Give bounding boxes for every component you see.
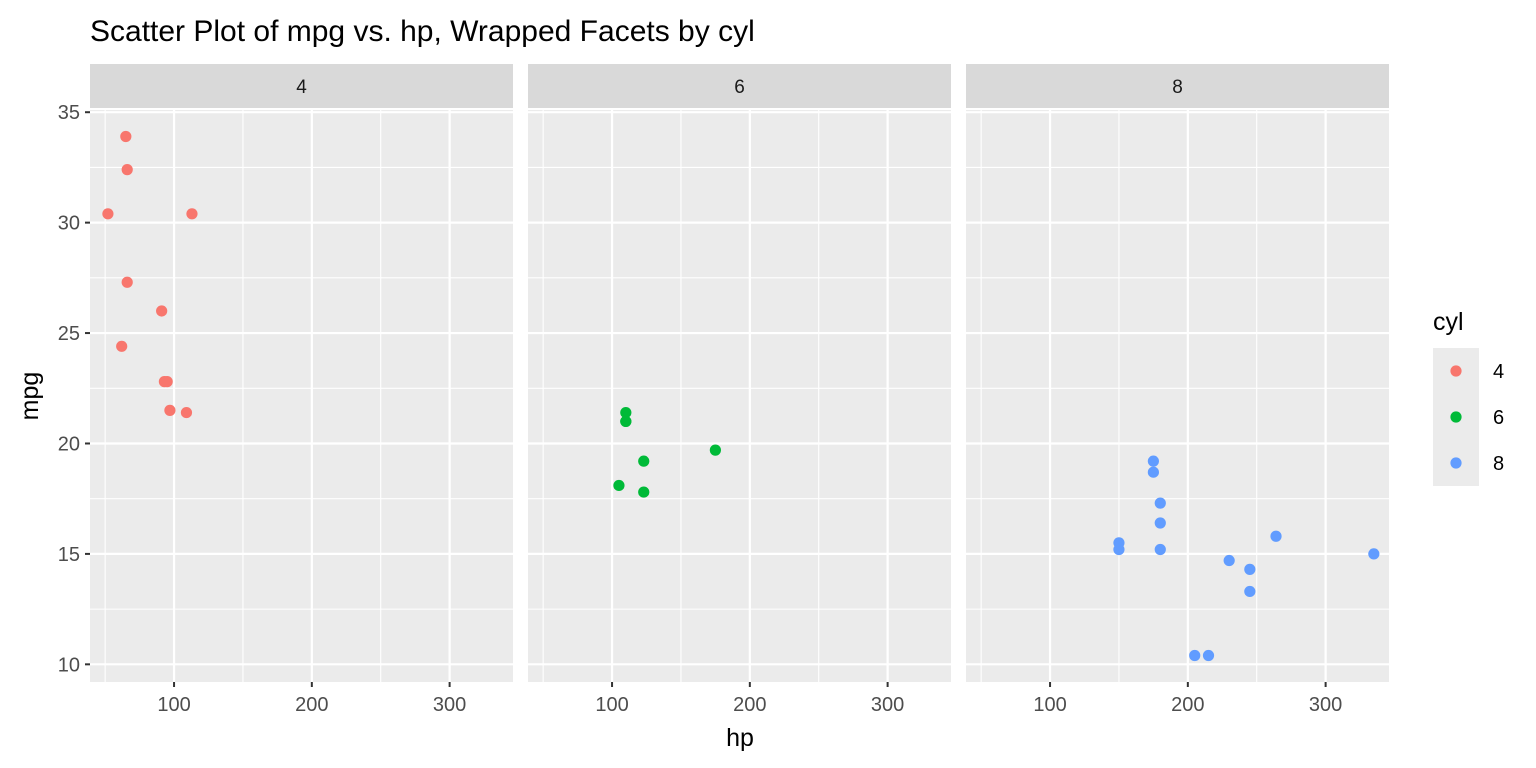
y-tick-label: 30 <box>58 213 80 235</box>
facet-strip-label: 4 <box>296 77 307 98</box>
y-tick-label: 10 <box>58 654 80 676</box>
data-point <box>121 276 133 288</box>
legend: cyl 4 6 8 <box>1433 308 1504 486</box>
legend-entries: 4 6 8 <box>1450 361 1504 475</box>
x-tick-label: 300 <box>433 694 466 716</box>
data-point <box>1223 554 1235 567</box>
facet-strip <box>90 64 513 108</box>
data-point <box>161 376 173 388</box>
data-point <box>121 164 133 176</box>
legend-title: cyl <box>1433 308 1464 336</box>
data-point <box>186 208 198 220</box>
data-point <box>102 208 114 220</box>
data-point <box>1154 543 1166 556</box>
chart-title: Scatter Plot of mpg vs. hp, Wrapped Face… <box>90 15 755 48</box>
facet-strip <box>528 64 951 108</box>
data-point <box>1202 649 1215 662</box>
x-tick-label: 100 <box>157 694 190 716</box>
data-point <box>613 479 625 492</box>
legend-key-6 <box>1450 411 1462 423</box>
data-point <box>120 130 132 143</box>
panel-background <box>966 110 1389 682</box>
data-point <box>1154 517 1166 529</box>
data-point <box>620 415 632 427</box>
facet-panels: 4 100 200 300 10 15 20 25 30 35 6 100 200 300 8 100 200 3… <box>58 64 1389 716</box>
data-point <box>116 340 128 352</box>
data-point <box>180 406 193 419</box>
facet-panel-4: 4 100 200 300 10 15 20 25 30 35 <box>58 64 513 716</box>
data-point <box>1147 466 1159 478</box>
facet-panel-8: 8 100 200 300 <box>966 64 1389 716</box>
y-tick-label: 15 <box>58 544 80 566</box>
data-point <box>620 406 632 419</box>
y-tick-label: 20 <box>58 433 80 455</box>
x-tick-label: 300 <box>871 694 904 716</box>
legend-label: 8 <box>1493 453 1504 475</box>
x-tick-label: 100 <box>595 694 628 716</box>
x-tick-label: 200 <box>733 694 766 716</box>
legend-label: 4 <box>1493 361 1504 383</box>
facet-strip-label: 8 <box>1172 77 1183 98</box>
legend-label: 6 <box>1493 407 1504 429</box>
data-point <box>638 486 650 498</box>
x-tick-label: 100 <box>1033 694 1066 716</box>
panel-background <box>90 110 513 682</box>
data-point <box>1113 543 1125 556</box>
legend-key-4 <box>1450 365 1462 377</box>
legend-key-8 <box>1450 457 1462 469</box>
data-point <box>1270 530 1282 542</box>
x-axis-title: hp <box>726 724 754 752</box>
data-point <box>1244 585 1256 598</box>
data-point <box>1189 649 1201 662</box>
y-axis-title: mpg <box>16 372 44 421</box>
y-tick-label: 35 <box>58 102 80 124</box>
data-point <box>164 404 176 416</box>
data-point <box>709 444 721 456</box>
facet-panel-6: 6 100 200 300 <box>528 64 951 716</box>
data-point <box>156 305 168 317</box>
x-tick-label: 200 <box>1171 694 1204 716</box>
y-tick-label: 25 <box>58 323 80 345</box>
facet-strip-label: 6 <box>734 77 745 98</box>
panel-background <box>528 110 951 682</box>
data-point <box>638 455 650 467</box>
x-tick-label: 200 <box>295 694 328 716</box>
data-point <box>1244 563 1256 575</box>
data-point <box>1368 548 1380 560</box>
x-tick-label: 300 <box>1309 694 1342 716</box>
facet-strip <box>966 64 1389 108</box>
data-point <box>1147 455 1159 467</box>
data-point <box>1154 497 1166 509</box>
